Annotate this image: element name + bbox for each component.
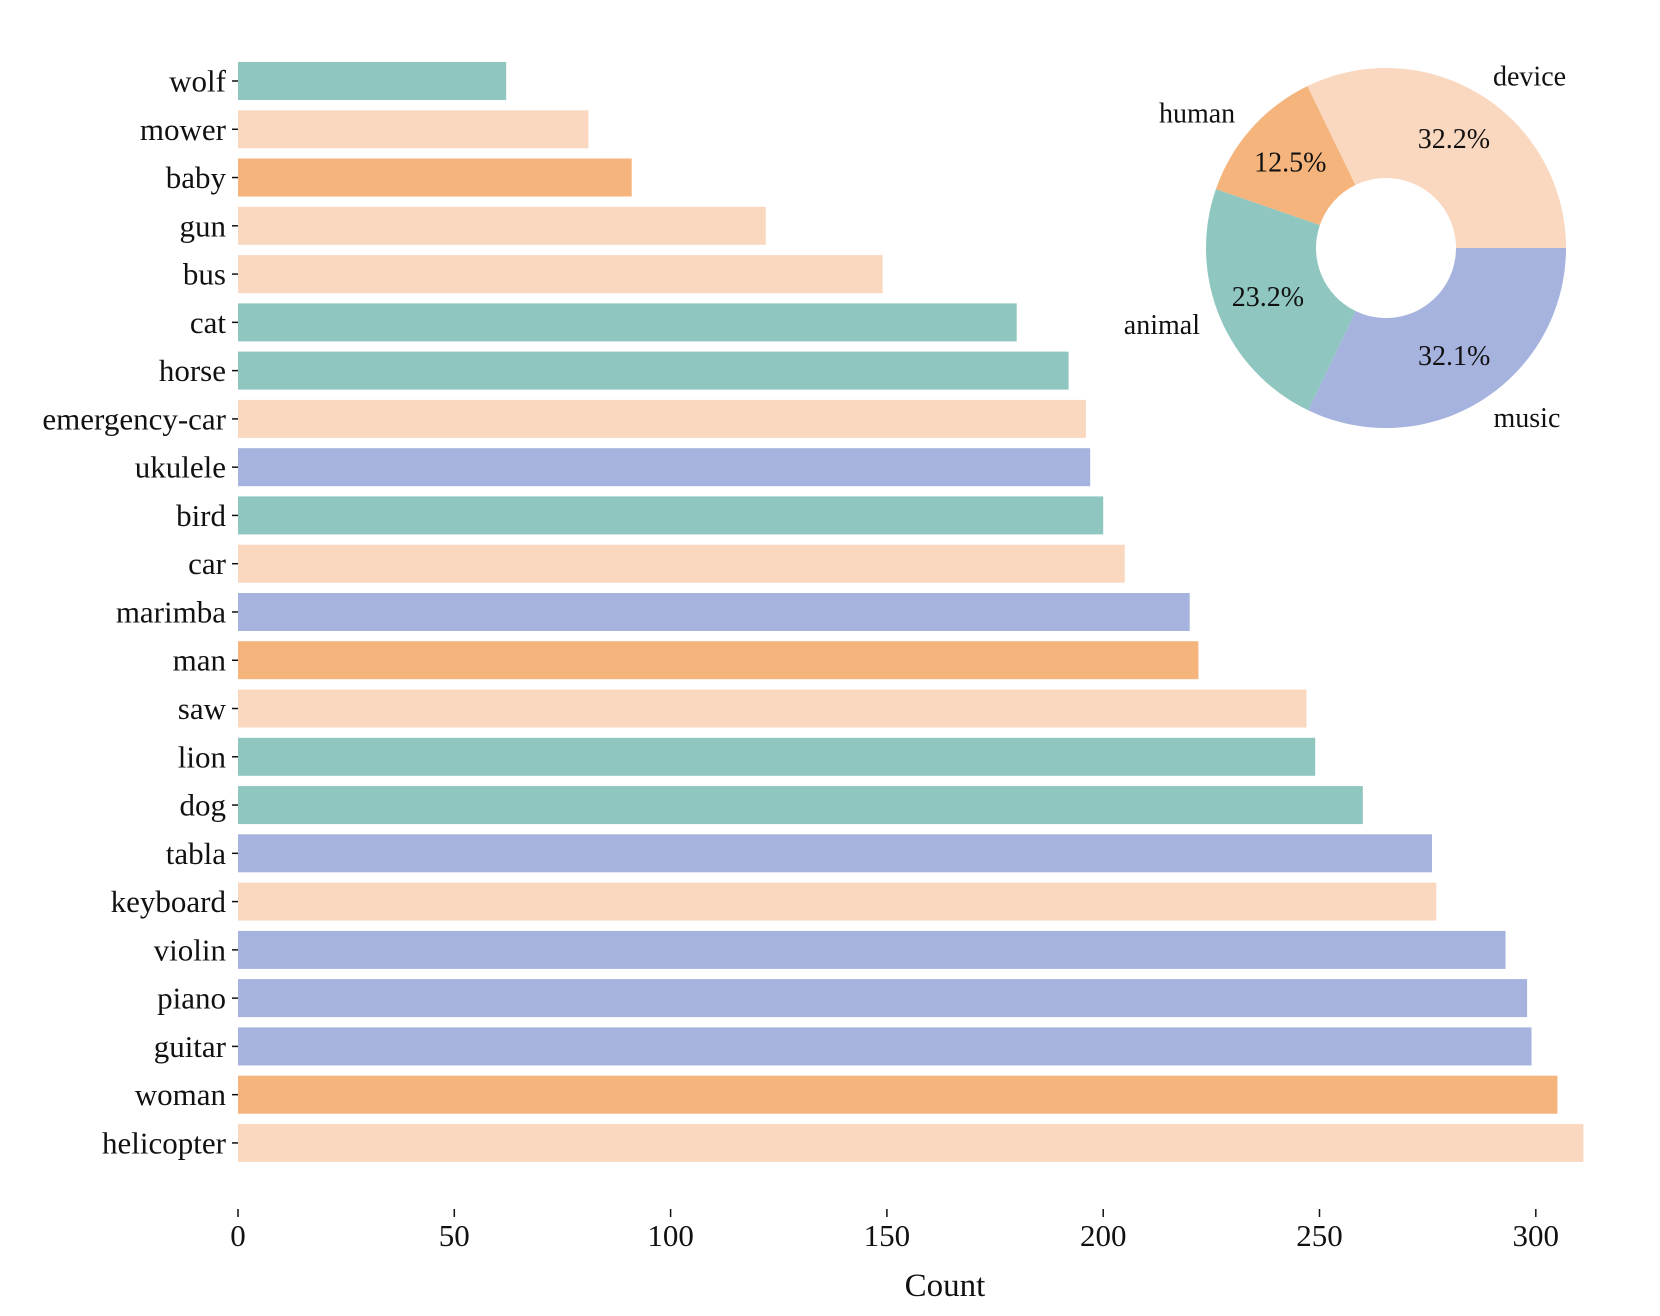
category-label-saw: saw: [178, 691, 227, 726]
slice-label-device: device: [1493, 62, 1566, 93]
bar-car: [238, 544, 1125, 583]
x-axis-title: Count: [905, 1268, 986, 1304]
bar-helicopter: [238, 1123, 1584, 1162]
bar-ukulele: [238, 448, 1091, 487]
bar-lion: [238, 737, 1316, 776]
category-label-bus: bus: [183, 257, 226, 292]
slice-label-human: human: [1159, 99, 1235, 130]
category-label-lion: lion: [178, 739, 227, 774]
category-label-gun: gun: [180, 208, 227, 243]
bar-mower: [238, 110, 589, 149]
category-label-man: man: [173, 643, 227, 678]
slice-value-animal: 23.2%: [1232, 282, 1304, 313]
x-tick-label: 150: [864, 1218, 911, 1253]
bar-piano: [238, 979, 1528, 1018]
category-label-tabla: tabla: [166, 836, 226, 871]
x-tick-label: 250: [1296, 1218, 1343, 1253]
slice-label-animal: animal: [1124, 310, 1200, 341]
x-tick-label: 50: [439, 1218, 470, 1253]
bar-man: [238, 641, 1199, 680]
bar-violin: [238, 930, 1506, 969]
category-label-violin: violin: [154, 932, 227, 967]
category-label-wolf: wolf: [169, 64, 227, 99]
bar-tabla: [238, 834, 1432, 873]
slice-value-device: 32.2%: [1418, 124, 1490, 155]
slice-music: [1308, 248, 1566, 428]
x-tick-label: 300: [1513, 1218, 1560, 1253]
category-label-ukulele: ukulele: [135, 450, 226, 485]
category-label-cat: cat: [190, 305, 227, 340]
slice-human: [1215, 86, 1356, 226]
bar-woman: [238, 1075, 1558, 1114]
x-tick-label: 0: [230, 1218, 246, 1253]
category-label-horse: horse: [159, 353, 226, 388]
category-label-guitar: guitar: [154, 1029, 227, 1064]
bar-bird: [238, 496, 1104, 535]
category-label-dog: dog: [180, 788, 227, 823]
category-label-car: car: [188, 546, 227, 581]
slice-device: [1307, 68, 1566, 248]
bar-marimba: [238, 593, 1190, 631]
category-label-baby: baby: [166, 160, 227, 195]
slice-animal: [1206, 189, 1356, 411]
category-label-marimba: marimba: [116, 594, 226, 629]
category-label-emergency-car: emergency-car: [42, 401, 226, 436]
bar-baby: [238, 158, 632, 197]
category-label-helicopter: helicopter: [102, 1125, 227, 1160]
bar-guitar: [238, 1027, 1532, 1066]
bar-keyboard: [238, 882, 1437, 921]
x-tick-label: 100: [647, 1218, 694, 1253]
bar-bus: [238, 255, 883, 294]
category-label-mower: mower: [140, 112, 227, 147]
slice-value-human: 12.5%: [1254, 148, 1326, 179]
bar-gun: [238, 206, 766, 245]
category-label-bird: bird: [176, 498, 226, 533]
slice-label-music: music: [1494, 403, 1561, 434]
bar-horse: [238, 351, 1069, 390]
x-axis: 0 50 100 150 200 250 300 Count: [230, 1209, 1559, 1304]
category-label-piano: piano: [157, 981, 226, 1016]
bar-chart: wolf mower baby gun bus cat horse emergency-car…: [42, 62, 1584, 1162]
bar-saw: [238, 689, 1307, 728]
bar-emergency-car: [238, 399, 1086, 438]
bar-cat: [238, 303, 1017, 342]
category-label-woman: woman: [135, 1077, 227, 1112]
bar-wolf: [238, 62, 507, 100]
category-label-keyboard: keyboard: [111, 884, 227, 919]
x-tick-label: 200: [1080, 1218, 1127, 1253]
slice-value-music: 32.1%: [1418, 341, 1490, 372]
bar-dog: [238, 786, 1363, 825]
